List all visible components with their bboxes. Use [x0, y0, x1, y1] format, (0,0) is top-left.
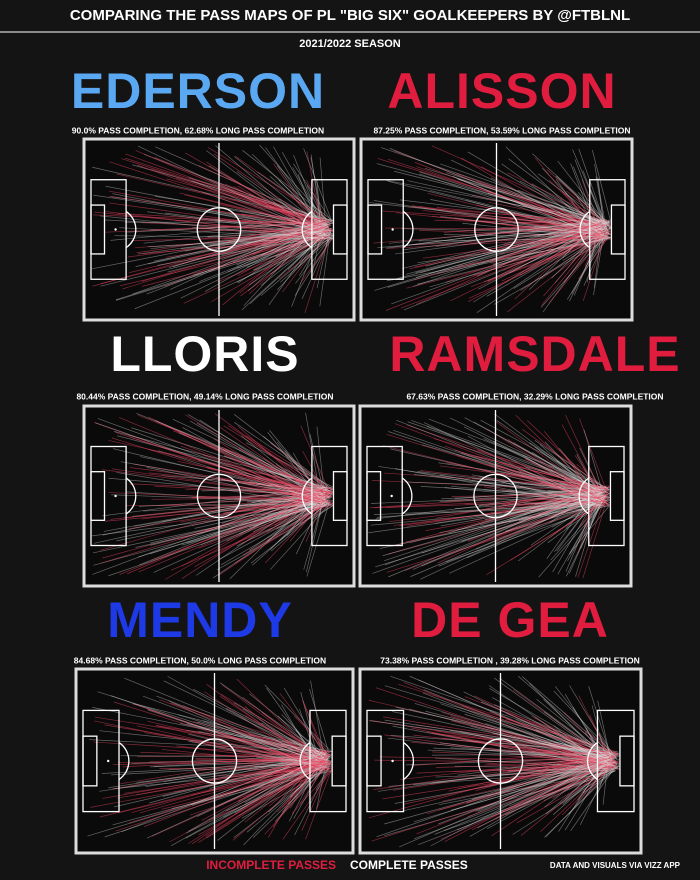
pass-stats: 90.0% PASS COMPLETION, 62.68% LONG PASS …	[72, 125, 324, 135]
title: COMPARING THE PASS MAPS OF PL "BIG SIX" …	[70, 7, 630, 24]
pitch	[360, 406, 631, 586]
legend-complete: COMPLETE PASSES	[350, 858, 468, 872]
penalty-spot	[107, 760, 109, 762]
pitch	[361, 139, 632, 320]
keeper-name: LLORIS	[110, 326, 299, 382]
pass-stats: 80.44% PASS COMPLETION, 49.14% LONG PASS…	[76, 391, 333, 401]
pass-stats: 73.38% PASS COMPLETION , 39.28% LONG PAS…	[380, 655, 639, 665]
pass-stats: 67.63% PASS COMPLETION, 32.29% LONG PASS…	[406, 391, 663, 401]
credit: DATA AND VISUALS VIA VIZZ APP	[550, 861, 681, 870]
keeper-name: MENDY	[107, 592, 293, 648]
pitch	[360, 669, 641, 853]
penalty-spot	[391, 228, 393, 230]
penalty-spot	[390, 495, 392, 497]
pitch	[84, 406, 354, 586]
keeper-name: DE GEA	[411, 592, 609, 648]
penalty-spot	[114, 495, 116, 497]
pitch	[76, 669, 353, 853]
keeper-name: RAMSDALE	[389, 326, 680, 382]
keeper-name: EDERSON	[71, 63, 325, 119]
legend-incomplete: INCOMPLETE PASSES	[206, 858, 336, 872]
pass-stats: 87.25% PASS COMPLETION, 53.59% LONG PASS…	[373, 125, 630, 135]
penalty-spot	[391, 760, 393, 762]
keeper-name: ALISSON	[387, 63, 616, 119]
pass-stats: 84.68% PASS COMPLETION, 50.0% LONG PASS …	[74, 655, 326, 665]
pitch	[84, 139, 354, 320]
penalty-spot	[114, 228, 116, 230]
season: 2021/2022 SEASON	[299, 38, 401, 50]
